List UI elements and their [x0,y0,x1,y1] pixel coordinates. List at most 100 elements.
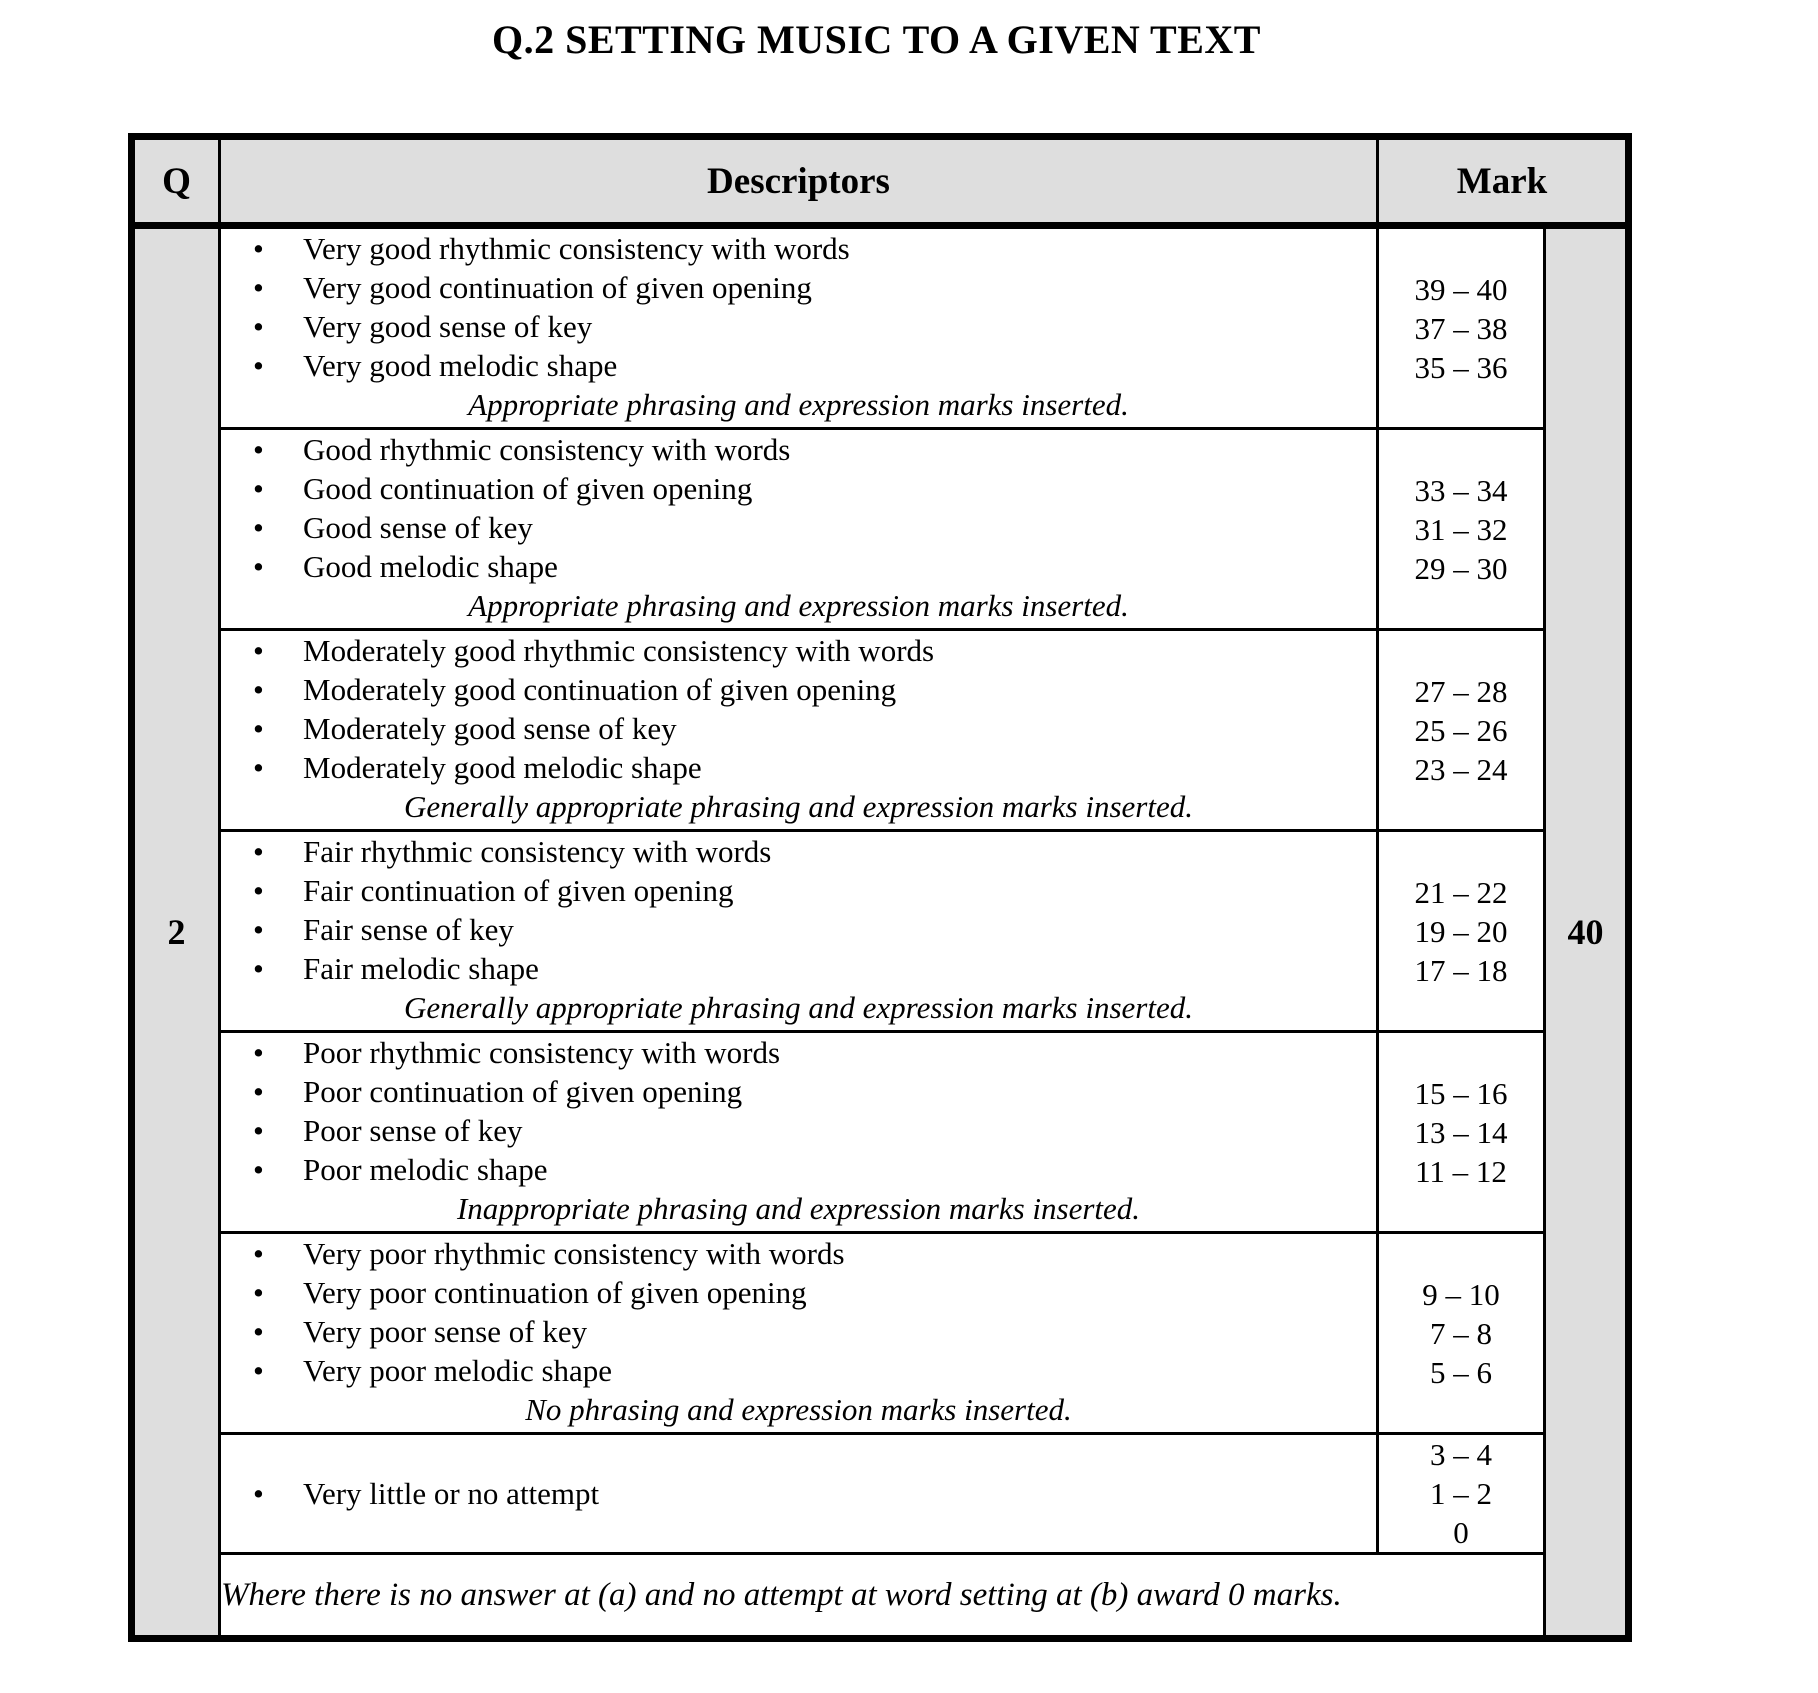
descriptor-note: Appropriate phrasing and expression mark… [468,588,1129,623]
bullet-icon [253,346,303,385]
descriptor-item: Very good rhythmic consistency with word… [223,229,1375,268]
descriptor-text: Very good continuation of given opening [303,270,812,305]
bullet-icon [253,432,303,470]
mark-range-cell: 21 – 22 19 – 20 17 – 18 [1376,829,1546,1033]
mark-range-cell: 15 – 16 13 – 14 11 – 12 [1376,1030,1546,1234]
footer-row: Where there is no answer at (a) and no a… [132,1552,1629,1640]
mark-range: 23 – 24 [1414,751,1508,787]
descriptor-note: No phrasing and expression marks inserte… [525,1392,1072,1427]
descriptor-text: Good melodic shape [303,549,558,584]
bullet-icon [253,1072,303,1111]
mark-range: 33 – 34 [1414,472,1508,508]
mark-range: 25 – 26 [1414,712,1508,748]
descriptor-item: Poor continuation of given opening [223,1072,1375,1111]
descriptor-text: Poor sense of key [303,1113,523,1148]
mark-range: 1 – 2 [1430,1476,1492,1511]
descriptor-item: Fair rhythmic consistency with words [223,834,1375,872]
descriptor-text: Poor continuation of given opening [303,1074,743,1109]
mark-range: 21 – 22 [1414,874,1508,910]
descriptor-note: Inappropriate phrasing and expression ma… [456,1191,1141,1226]
descriptor-cell: Very little or no attempt [218,1432,1379,1555]
bullet-icon [253,633,303,671]
col-header-q: Q [130,135,221,229]
descriptor-text: Very poor sense of key [303,1314,588,1349]
mark-range: 13 – 14 [1414,1114,1508,1150]
bullet-icon [253,268,303,307]
mark-range-cell: 39 – 40 37 – 38 35 – 36 [1376,224,1546,430]
col-header-mark: Mark [1376,135,1630,229]
bullet-icon [253,748,303,787]
bullet-icon [253,910,303,949]
descriptor-text: Fair sense of key [303,912,514,947]
descriptor-item: Very poor sense of key [223,1312,1375,1351]
bullet-icon [253,1351,303,1390]
band-row-very-good: 2 Very good rhythmic consistency with wo… [130,224,1630,1640]
descriptor-text: Moderately good rhythmic consistency wit… [303,633,935,668]
bullet-icon [253,1312,303,1351]
descriptor-item: Good rhythmic consistency with words [223,432,1375,470]
mark-range: 11 – 12 [1415,1153,1507,1189]
descriptor-item: Very poor continuation of given opening [223,1273,1375,1312]
bullet-icon [253,834,303,872]
descriptor-item: Very good continuation of given opening [223,268,1375,307]
bullet-icon [253,949,303,988]
mark-range: 37 – 38 [1414,310,1508,346]
bullet-icon [253,670,303,709]
descriptor-text: Moderately good melodic shape [303,750,702,785]
descriptor-item: Very poor rhythmic consistency with word… [223,1236,1375,1274]
band-row-good: Good rhythmic consistency with words Goo… [132,427,1629,631]
mark-range: 31 – 32 [1414,511,1508,547]
descriptor-text: Very good sense of key [303,309,593,344]
descriptor-item: Poor melodic shape [223,1150,1375,1189]
mark-range: 5 – 6 [1430,1354,1492,1390]
descriptor-cell: Fair rhythmic consistency with words Fai… [218,829,1379,1033]
descriptor-cell: Very good rhythmic consistency with word… [218,224,1379,430]
bullet-icon [253,709,303,748]
band-row-no-attempt: Very little or no attempt 3 – 4 1 – 2 0 [132,1432,1629,1555]
mark-range: 3 – 4 [1430,1437,1492,1472]
mark-range: 0 [1453,1515,1469,1550]
descriptor-item: Very good melodic shape [223,346,1375,385]
bullet-icon [253,547,303,586]
descriptor-text: Good sense of key [303,510,533,545]
mark-range: 15 – 16 [1414,1075,1508,1111]
descriptor-item: Very little or no attempt [223,1474,1375,1513]
descriptor-note: Generally appropriate phrasing and expre… [404,789,1193,824]
descriptor-text: Good continuation of given opening [303,471,753,506]
mark-range: 39 – 40 [1414,271,1508,307]
descriptor-item: Good continuation of given opening [223,469,1375,508]
descriptor-text: Fair melodic shape [303,951,539,986]
descriptor-text: Moderately good sense of key [303,711,677,746]
descriptor-item: Moderately good melodic shape [223,748,1375,787]
descriptor-text: Very good melodic shape [303,348,618,383]
bullet-icon [253,307,303,346]
band-row-very-poor: Very poor rhythmic consistency with word… [132,1231,1629,1435]
bullet-icon [253,1474,303,1513]
descriptor-text: Fair continuation of given opening [303,873,734,908]
mark-range: 7 – 8 [1430,1315,1492,1351]
descriptor-item: Poor rhythmic consistency with words [223,1035,1375,1073]
descriptor-text: Fair rhythmic consistency with words [303,834,772,869]
bullet-icon [253,508,303,547]
descriptor-item: Good sense of key [223,508,1375,547]
descriptor-item: Moderately good rhythmic consistency wit… [223,633,1375,671]
descriptor-note: Appropriate phrasing and expression mark… [468,387,1129,422]
bullet-icon [253,1035,303,1073]
descriptor-text: Very little or no attempt [303,1476,600,1511]
descriptor-text: Poor melodic shape [303,1152,548,1187]
question-number-cell: 2 [130,224,221,1640]
table-header-row: Q Descriptors Mark [130,135,1630,229]
mark-range: 17 – 18 [1414,952,1508,988]
page-title: Q.2 SETTING MUSIC TO A GIVEN TEXT [492,17,1261,62]
mark-range: 35 – 36 [1414,349,1508,385]
bullet-icon [253,1111,303,1150]
mark-range-cell: 27 – 28 25 – 26 23 – 24 [1376,628,1546,832]
descriptor-item: Very good sense of key [223,307,1375,346]
descriptor-item: Fair sense of key [223,910,1375,949]
total-mark-cell: 40 [1543,224,1630,1640]
mark-range: 9 – 10 [1422,1276,1500,1312]
descriptor-text: Moderately good continuation of given op… [303,672,897,707]
mark-range-cell: 3 – 4 1 – 2 0 [1376,1432,1546,1555]
descriptor-text: Very poor continuation of given opening [303,1275,807,1310]
